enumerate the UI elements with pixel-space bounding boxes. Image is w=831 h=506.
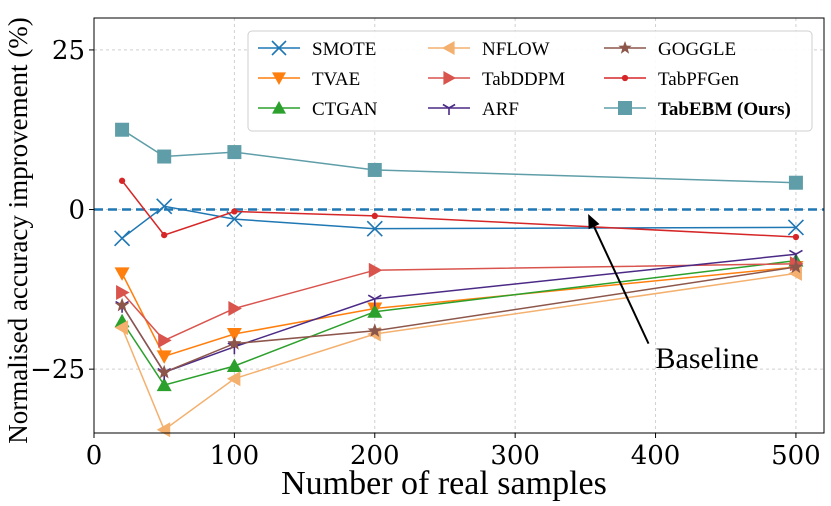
series-tabebm-ours xyxy=(115,122,803,190)
series-point xyxy=(787,219,804,236)
series-point xyxy=(227,336,242,350)
legend-label: ARF xyxy=(482,99,519,120)
x-tick-label: 100 xyxy=(210,441,260,471)
series-point xyxy=(114,230,131,247)
y-tick-label: 25 xyxy=(52,36,85,66)
series-layer xyxy=(114,122,804,438)
legend-label: TabEBM (Ours) xyxy=(658,99,791,120)
legend-item-nflow: NFLOW xyxy=(428,39,550,60)
legend-item-tvae: TVAE xyxy=(258,69,360,90)
legend-label: CTGAN xyxy=(312,99,378,120)
x-tick-label: 200 xyxy=(350,441,400,471)
series-point xyxy=(156,422,171,438)
series-point xyxy=(114,320,129,336)
legend-item-tabpfgen: TabPFGen xyxy=(604,69,740,90)
series-point xyxy=(114,267,130,281)
series-point xyxy=(368,262,383,278)
legend-item-tabebm-ours: TabEBM (Ours) xyxy=(604,99,791,120)
plot-frame xyxy=(93,17,825,434)
series-point xyxy=(156,198,173,215)
series-point xyxy=(231,208,238,215)
series-point xyxy=(227,145,242,160)
series-point xyxy=(788,259,804,274)
series-point xyxy=(618,101,632,115)
baseline-annotation: Baseline xyxy=(588,214,759,375)
series-point xyxy=(226,328,242,342)
series-point xyxy=(788,175,803,190)
legend-label: TVAE xyxy=(312,69,360,90)
series-point xyxy=(156,377,172,392)
legend-label: TabPFGen xyxy=(658,69,740,90)
series-point xyxy=(157,364,172,379)
series-point xyxy=(367,162,382,177)
x-tick-label: 500 xyxy=(771,441,821,471)
series-point xyxy=(367,323,382,337)
series-point xyxy=(118,177,126,184)
series-point xyxy=(116,285,130,301)
legend-item-ctgan: CTGAN xyxy=(258,99,378,120)
series-point xyxy=(367,304,383,318)
baseline-arrow-head xyxy=(588,214,600,230)
ticks: 0 100 200 300 400 500 25 0 −25 xyxy=(30,36,821,471)
series-line xyxy=(121,205,796,239)
series-smote xyxy=(114,198,804,247)
legend-item-tabddpm: TabDDPM xyxy=(428,69,565,90)
x-tick-label: 300 xyxy=(490,441,540,471)
series-point xyxy=(226,358,242,372)
series-point xyxy=(371,212,378,220)
series-point xyxy=(792,233,800,241)
legend-label: SMOTE xyxy=(312,39,376,60)
series-point xyxy=(156,350,172,364)
baseline-label: Baseline xyxy=(656,342,759,375)
legend-label: GOGGLE xyxy=(658,39,736,60)
series-point xyxy=(272,72,286,85)
series-tabpfgen xyxy=(118,177,800,241)
y-axis-title: Normalised accuracy improvement (%) xyxy=(3,17,33,444)
series-point xyxy=(621,74,629,82)
series-point xyxy=(618,41,632,54)
series-point xyxy=(366,220,383,237)
legend-item-arf: ARF xyxy=(428,99,519,120)
legend: SMOTE TVAE CTGAN NFLOW TabDDPM ARF GOGGLE TabPF… xyxy=(247,30,813,132)
legend-label: TabDDPM xyxy=(482,69,565,90)
series-point xyxy=(115,122,130,137)
series-point xyxy=(272,101,286,114)
series-point xyxy=(157,149,172,164)
series-point xyxy=(443,71,456,85)
series-point xyxy=(442,41,455,55)
series-point xyxy=(442,103,456,115)
series-point xyxy=(114,297,130,312)
series-point xyxy=(271,40,287,56)
legend-label: NFLOW xyxy=(482,39,550,60)
y-tick-label: 0 xyxy=(68,196,85,226)
x-tick-label: 400 xyxy=(631,441,681,471)
series-point xyxy=(226,211,243,228)
baseline-arrow xyxy=(593,226,650,345)
series-point xyxy=(226,371,241,387)
series-point xyxy=(228,301,242,316)
x-tick-label: 0 xyxy=(86,441,103,471)
series-goggle xyxy=(114,259,804,379)
legend-box xyxy=(247,30,813,132)
legend-item-goggle: GOGGLE xyxy=(604,39,736,60)
series-point xyxy=(158,332,172,348)
legend-item-smote: SMOTE xyxy=(258,39,376,60)
x-axis-title: Number of real samples xyxy=(281,465,607,502)
series-point xyxy=(161,231,168,239)
y-tick-label: −25 xyxy=(30,355,85,385)
series-line xyxy=(121,129,796,184)
series-point xyxy=(367,294,382,307)
